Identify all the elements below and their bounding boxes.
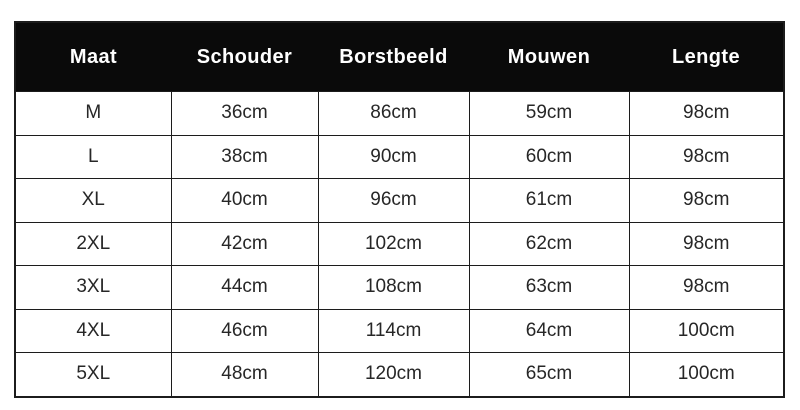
size-label: 5XL [14,352,172,397]
table-row-l: L 38cm 90cm 60cm 98cm [14,134,785,179]
size-cell: 98cm [628,134,785,179]
size-cell: 64cm [468,308,630,353]
size-cell: 44cm [170,265,319,310]
size-cell: 100cm [628,308,785,353]
header-cell-mouwen: Mouwen [469,22,629,92]
size-cell: 98cm [628,265,785,310]
size-cell: 98cm [628,91,785,136]
header-cell-schouder: Schouder [171,22,318,92]
size-cell: 98cm [628,221,785,266]
table-row-4xl: 4XL 46cm 114cm 64cm 100cm [14,308,785,353]
size-cell: 62cm [468,221,630,266]
table-row-xl: XL 40cm 96cm 61cm 98cm [14,178,785,223]
size-cell: 46cm [170,308,319,353]
header-row: Maat Schouder Borstbeeld Mouwen Lengte [15,22,784,92]
size-cell: 96cm [317,178,470,223]
size-cell: 42cm [170,221,319,266]
size-table-body: M 36cm 86cm 59cm 98cm L 38cm 90cm 60cm 9… [14,91,785,397]
size-cell: 100cm [628,352,785,397]
size-cell: 102cm [317,221,470,266]
size-cell: 48cm [170,352,319,397]
size-cell: 98cm [628,178,785,223]
size-label: L [14,134,172,179]
size-table-header: Maat Schouder Borstbeeld Mouwen Lengte [15,22,784,92]
size-cell: 38cm [170,134,319,179]
size-cell: 60cm [468,134,630,179]
size-label: 4XL [14,308,172,353]
header-cell-lengte: Lengte [629,22,784,92]
size-cell: 108cm [317,265,470,310]
size-cell: 63cm [468,265,630,310]
table-row-3xl: 3XL 44cm 108cm 63cm 98cm [14,265,785,310]
table-row-5xl: 5XL 48cm 120cm 65cm 100cm [14,352,785,397]
size-cell: 65cm [468,352,630,397]
size-cell: 40cm [170,178,319,223]
size-cell: 61cm [468,178,630,223]
size-cell: 36cm [170,91,319,136]
size-cell: 90cm [317,134,470,179]
size-cell: 59cm [468,91,630,136]
size-label: M [14,91,172,136]
size-label: 2XL [14,221,172,266]
header-cell-maat: Maat [15,22,171,92]
size-chart: Maat Schouder Borstbeeld Mouwen Lengte M… [14,21,785,398]
size-label: XL [14,178,172,223]
size-cell: 120cm [317,352,470,397]
size-chart-table: Maat Schouder Borstbeeld Mouwen Lengte M… [14,21,785,398]
table-row-m: M 36cm 86cm 59cm 98cm [14,91,785,136]
size-label: 3XL [14,265,172,310]
size-cell: 114cm [317,308,470,353]
header-cell-borstbeeld: Borstbeeld [318,22,469,92]
table-row-2xl: 2XL 42cm 102cm 62cm 98cm [14,221,785,266]
size-cell: 86cm [317,91,470,136]
